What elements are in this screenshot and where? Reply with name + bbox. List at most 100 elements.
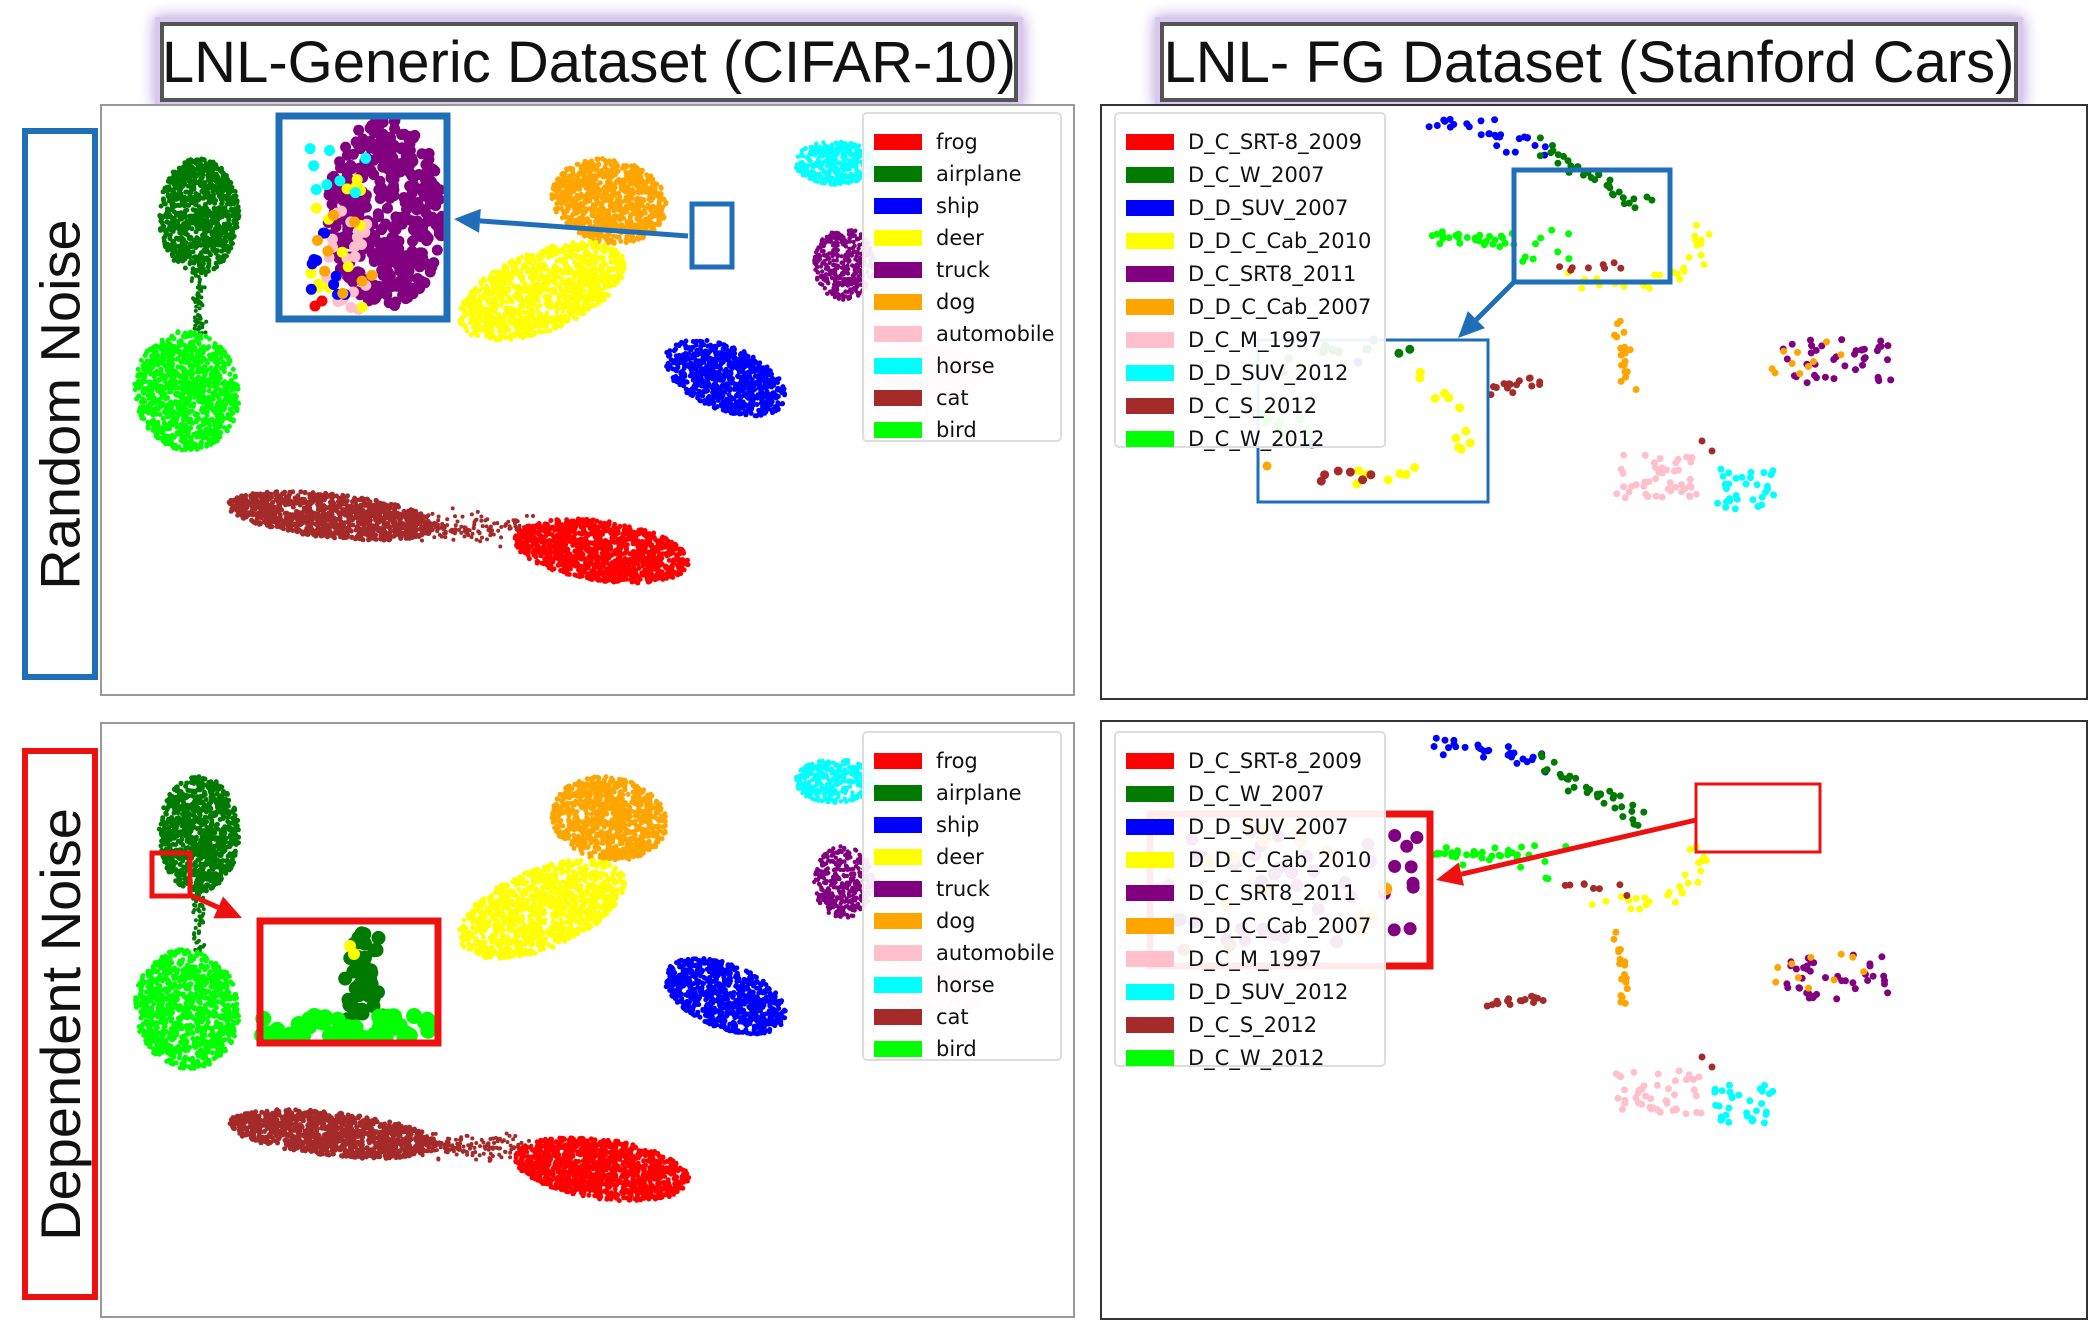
data-point [199, 156, 205, 162]
data-point [216, 238, 221, 244]
data-point [162, 385, 168, 391]
data-point [543, 300, 549, 306]
data-point [538, 273, 543, 279]
data-point [645, 176, 651, 182]
data-point [165, 247, 171, 253]
data-point [576, 186, 582, 192]
data-point [828, 289, 833, 294]
data-point [577, 283, 583, 289]
data-point [189, 375, 195, 381]
data-point [515, 256, 521, 262]
data-point [530, 294, 536, 300]
data-point [186, 386, 192, 392]
data-point [144, 348, 150, 354]
data-point [527, 332, 533, 338]
data-point [227, 371, 233, 377]
data-point [605, 293, 611, 299]
data-point [842, 268, 847, 273]
data-point [178, 395, 184, 401]
data-point [173, 235, 179, 241]
data-point [537, 303, 543, 308]
data-point [188, 425, 194, 431]
data-point [188, 244, 194, 250]
data-point [212, 422, 218, 428]
data-point [637, 167, 643, 173]
data-point [173, 399, 179, 405]
data-point [837, 273, 843, 279]
data-point [175, 202, 181, 208]
data-point [834, 252, 839, 257]
data-point [226, 424, 232, 429]
data-point [587, 239, 593, 244]
data-point [541, 320, 547, 325]
row-label-random-noise-text: Random Noise [28, 218, 92, 590]
data-point [223, 361, 229, 367]
data-point [212, 163, 218, 169]
data-point [178, 438, 184, 444]
data-point [610, 267, 616, 273]
data-point [212, 376, 218, 382]
data-point [192, 315, 197, 320]
data-point [608, 259, 614, 265]
data-point [158, 435, 164, 441]
data-point [215, 344, 221, 350]
data-point [629, 195, 635, 201]
data-point [215, 360, 221, 366]
data-point [230, 395, 236, 401]
data-point [187, 363, 193, 369]
data-point [207, 182, 213, 188]
data-point [850, 175, 855, 181]
data-point [548, 287, 554, 293]
data-point [205, 195, 211, 201]
data-point [567, 185, 573, 191]
data-point [196, 197, 201, 203]
data-point [192, 297, 197, 302]
data-point [516, 307, 522, 313]
data-point [611, 239, 617, 245]
data-point [839, 233, 844, 238]
data-point [159, 391, 165, 397]
cluster-airplane [189, 269, 209, 336]
data-point [842, 165, 847, 170]
data-point [222, 195, 228, 201]
data-point [600, 293, 606, 299]
data-point [217, 168, 223, 174]
data-point [614, 179, 620, 184]
data-point [617, 217, 623, 223]
data-point [174, 430, 180, 436]
data-point [188, 258, 194, 264]
data-point [645, 216, 651, 222]
data-point [824, 275, 829, 280]
data-point [469, 299, 475, 305]
data-point [566, 248, 572, 254]
data-point [551, 184, 557, 190]
data-point [209, 236, 215, 242]
data-point [210, 429, 216, 435]
data-point [647, 192, 653, 198]
data-point [531, 331, 537, 337]
data-point [221, 416, 227, 422]
data-point [497, 328, 502, 334]
data-point [853, 228, 858, 233]
data-point [576, 264, 582, 270]
data-point [825, 256, 830, 261]
cluster-bird [132, 329, 242, 453]
data-point [217, 256, 223, 262]
data-point [187, 250, 193, 256]
data-point [843, 289, 848, 294]
data-point [830, 167, 835, 172]
data-point [630, 211, 636, 217]
data-point [214, 386, 220, 392]
data-point [478, 308, 484, 313]
data-point [157, 412, 163, 417]
data-point [577, 306, 583, 312]
data-point [590, 271, 596, 277]
data-point [548, 253, 554, 259]
data-point [481, 328, 487, 334]
data-point [497, 274, 503, 280]
data-point [503, 266, 509, 272]
data-point [217, 422, 223, 428]
data-point [834, 258, 839, 263]
title-stanford-cars: LNL- FG Dataset (Stanford Cars) [1160, 22, 2018, 102]
data-point [167, 420, 173, 426]
